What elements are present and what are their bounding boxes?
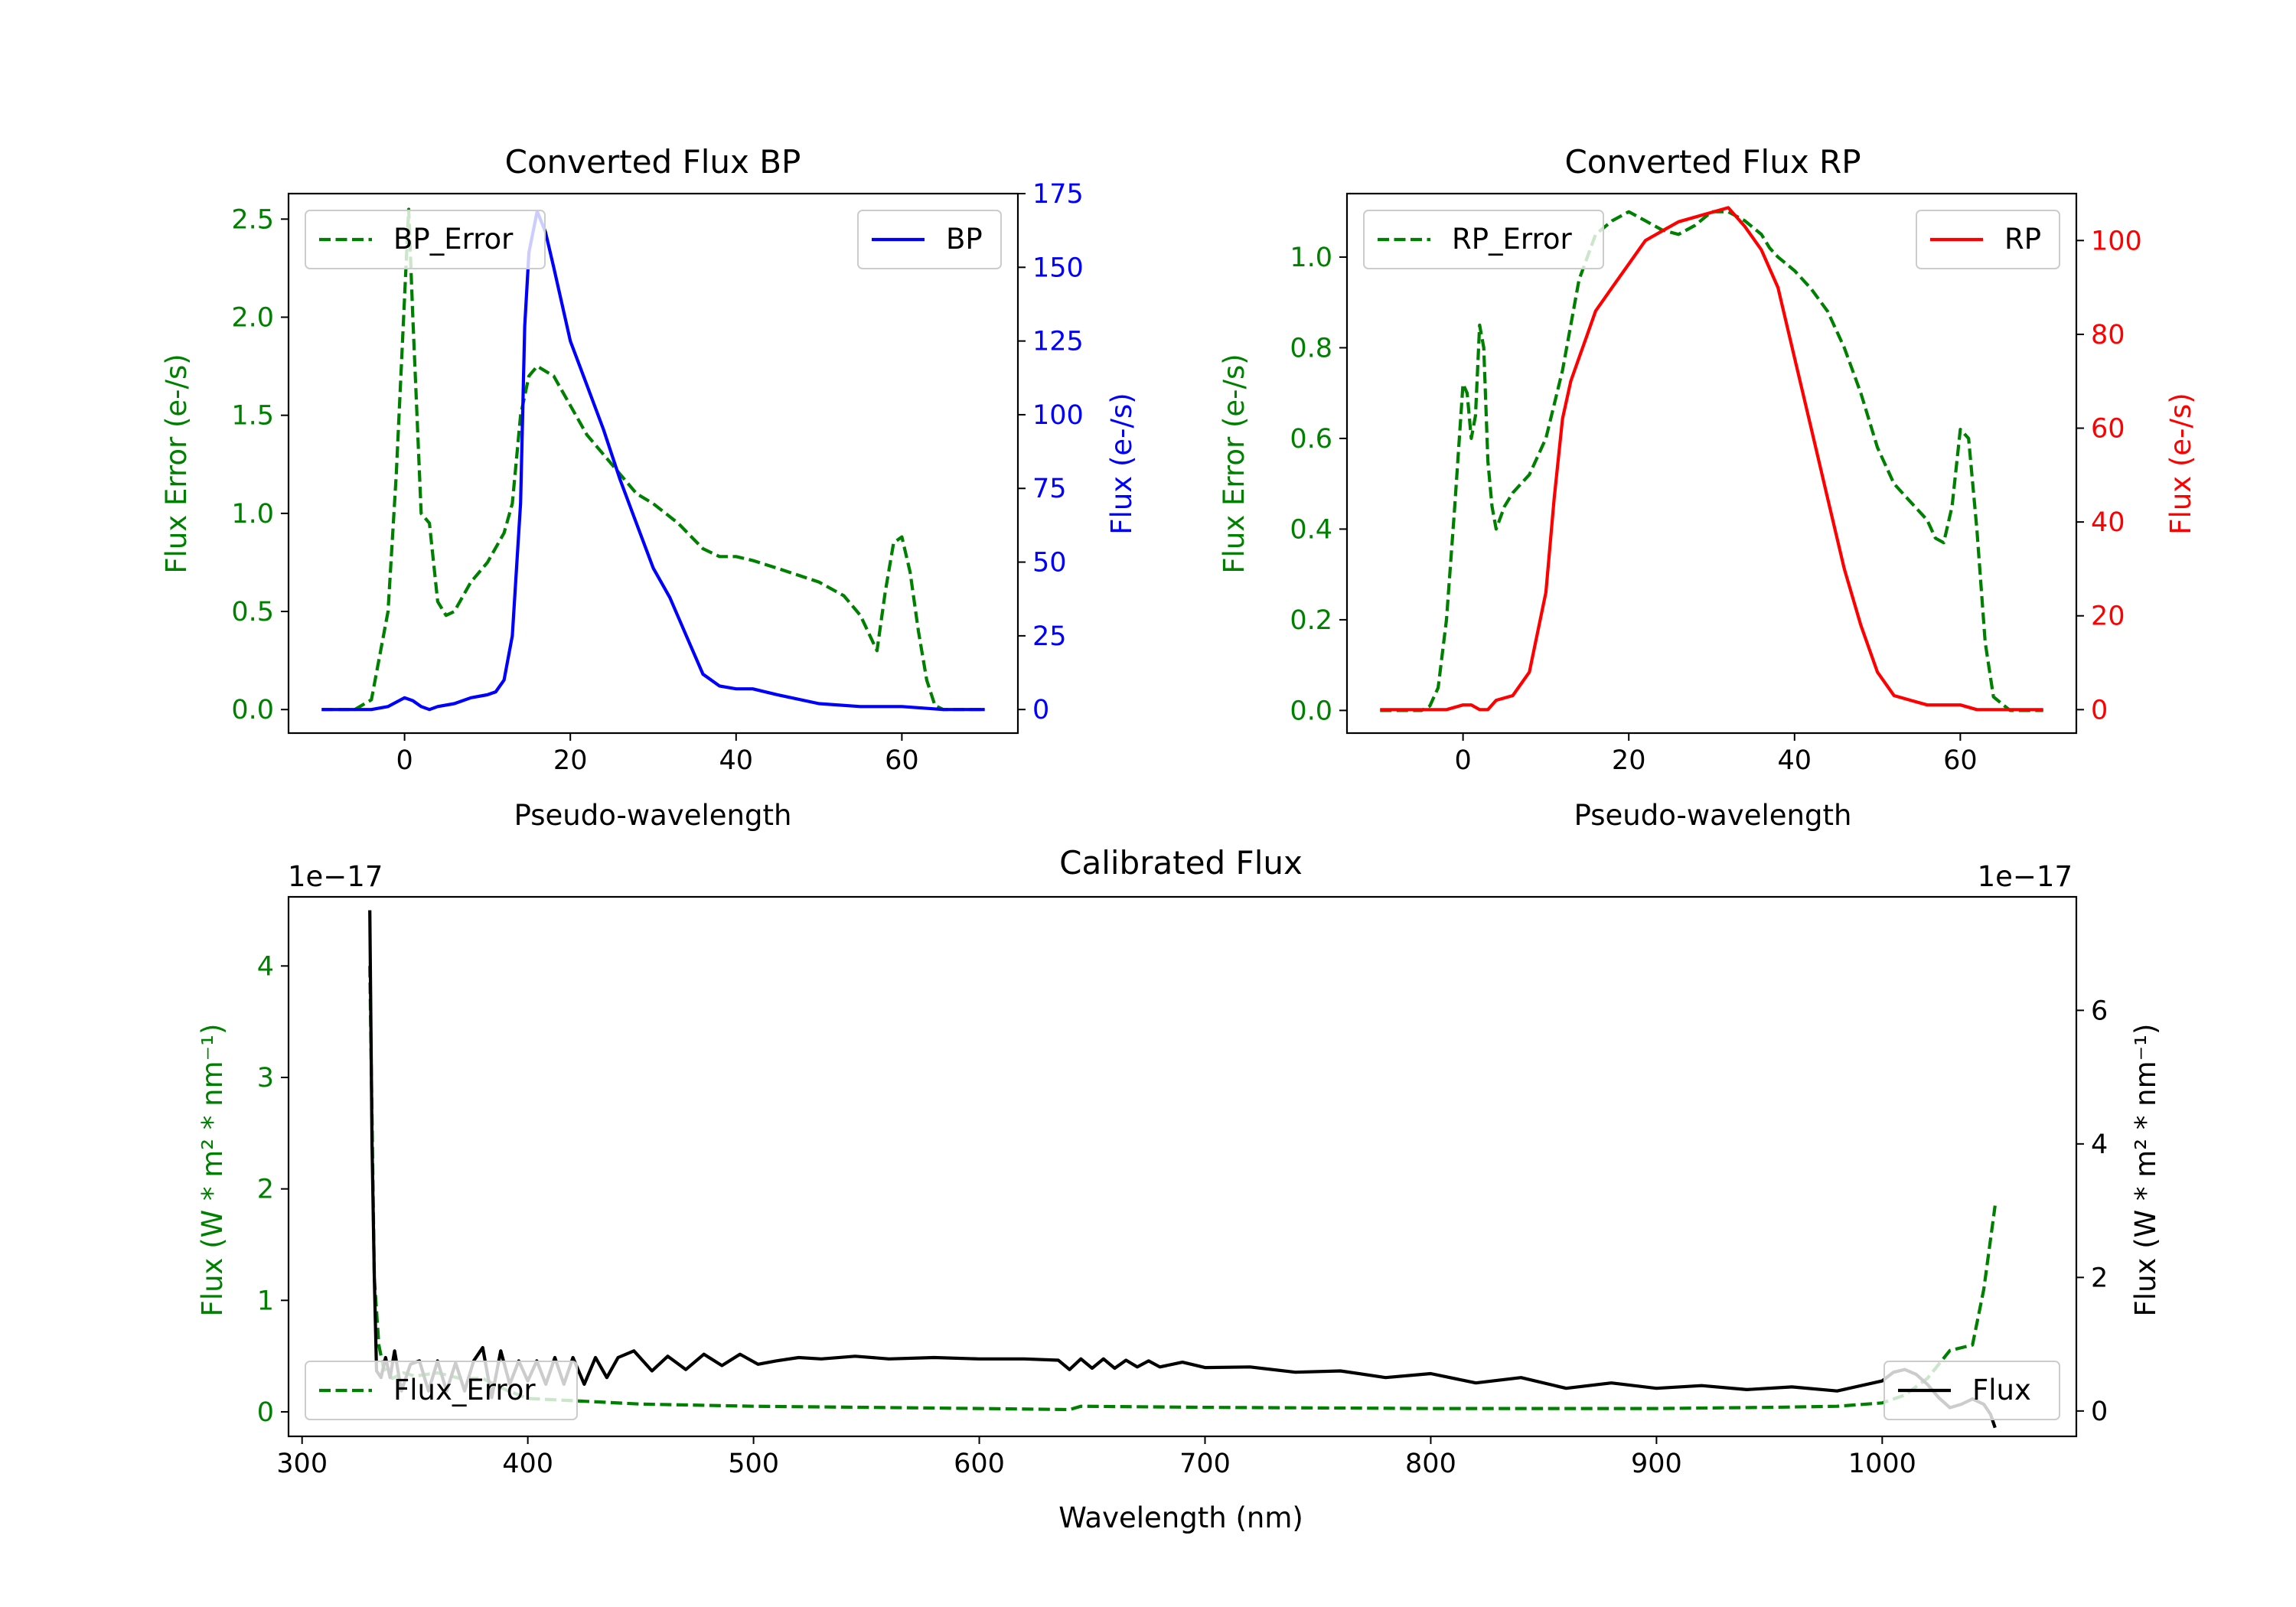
chart-calibrated-ylabel-right: Flux (W * m² * nm⁻¹)	[2129, 1024, 2162, 1317]
legend-label: Flux_Error	[393, 1374, 536, 1407]
x-tick-label: 20	[553, 745, 588, 776]
legend-box	[305, 1361, 578, 1420]
legend-label: RP_Error	[1452, 223, 1572, 256]
chart-calibrated-xlabel: Wavelength (nm)	[1058, 1501, 1303, 1534]
x-tick-label: 60	[1943, 745, 1978, 776]
chart-bp-frame	[287, 192, 1019, 735]
y-tick-label-right: 2	[2091, 1263, 2108, 1293]
y-tick-label-right: 80	[2091, 320, 2125, 350]
x-tick-label: 300	[276, 1449, 328, 1479]
x-tick-label: 500	[728, 1449, 779, 1479]
y-tick-label-right: 60	[2091, 414, 2125, 445]
legend-label: Flux	[1972, 1374, 2031, 1407]
legend-flux: Flux	[1883, 1361, 2060, 1420]
y-tick-label-right: 20	[2091, 601, 2125, 632]
x-tick-label: 600	[954, 1449, 1005, 1479]
y-tick-label-left: 2.0	[231, 303, 274, 334]
x-tick-label: 800	[1405, 1449, 1456, 1479]
y-tick-label-right: 0	[2091, 1397, 2108, 1427]
chart-rp-ylabel-right: Flux (e-/s)	[2164, 393, 2197, 534]
y-tick-label-left: 2.5	[231, 204, 274, 235]
y-tick-label-left: 0.0	[1290, 696, 1332, 726]
chart-bp-ylabel-left: Flux Error (e-/s)	[160, 354, 193, 573]
y-tick-label-right: 125	[1032, 327, 1084, 357]
y-tick-label-right: 4	[2091, 1129, 2108, 1160]
chart-rp-xlabel: Pseudo-wavelength	[1574, 799, 1852, 832]
y-tick-label-right: 50	[1032, 548, 1067, 579]
x-tick-label: 400	[502, 1449, 553, 1479]
legend-box	[1363, 210, 1604, 269]
y-tick-label-left: 1.5	[231, 401, 274, 432]
legend-bp: BP	[857, 210, 1002, 269]
legend-box	[305, 210, 546, 269]
y-tick-label-right: 100	[1032, 400, 1084, 431]
x-tick-label: 0	[1454, 745, 1471, 776]
y-tick-label-left: 0.2	[1290, 605, 1332, 636]
chart-rp-series-group	[1380, 206, 2043, 712]
legend-rp-error: RP_Error	[1363, 210, 1604, 269]
legend-rp: RP	[1916, 210, 2060, 269]
chart-calibrated-ylabel-left: Flux (W * m² * nm⁻¹)	[196, 1024, 229, 1317]
x-tick-label: 40	[1778, 745, 1812, 776]
y-tick-label-right: 0	[2091, 695, 2108, 725]
x-tick-label: 900	[1631, 1449, 1682, 1479]
y-tick-label-right: 150	[1032, 253, 1084, 283]
legend-box	[1883, 1361, 2060, 1420]
y-tick-label-right: 100	[2091, 226, 2142, 256]
x-tick-label: 700	[1179, 1449, 1231, 1479]
y-tick-label-right: 25	[1032, 621, 1067, 652]
y-tick-label-left: 0.8	[1290, 333, 1332, 363]
chart-calibrated-title: Calibrated Flux	[1059, 844, 1303, 882]
series-line-rp	[1380, 206, 2043, 712]
x-tick-label: 0	[396, 745, 413, 776]
legend-label: BP	[946, 223, 983, 256]
chart-rp-title: Converted Flux RP	[1564, 143, 1861, 181]
legend-bp-error: BP_Error	[305, 210, 546, 269]
legend-flux-error: Flux_Error	[305, 1361, 578, 1420]
chart-calibrated-offset-left: 1e−17	[288, 860, 383, 893]
x-tick-label: 1000	[1848, 1449, 1916, 1479]
legend-box	[1916, 210, 2060, 269]
y-tick-label-right: 75	[1032, 474, 1067, 504]
chart-calibrated-frame	[287, 895, 2078, 1438]
chart-bp-ylabel-right: Flux (e-/s)	[1105, 393, 1138, 534]
y-tick-label-left: 4	[257, 951, 274, 982]
legend-box	[857, 210, 1002, 269]
series-line-bp	[321, 210, 985, 712]
chart-bp-series-group	[321, 207, 985, 712]
y-tick-label-right: 175	[1032, 179, 1084, 210]
chart-bp-title: Converted Flux BP	[505, 143, 801, 181]
x-tick-label: 20	[1612, 745, 1646, 776]
y-tick-label-left: 0.5	[231, 597, 274, 627]
y-tick-label-left: 1.0	[1290, 243, 1332, 273]
y-tick-label-left: 3	[257, 1063, 274, 1094]
y-tick-label-left: 0.6	[1290, 424, 1332, 455]
x-tick-label: 60	[885, 745, 919, 776]
y-tick-label-right: 6	[2091, 996, 2108, 1026]
chart-bp-xlabel: Pseudo-wavelength	[514, 799, 792, 832]
chart-calibrated: Calibrated Flux Wavelength (nm) Flux (W …	[196, 844, 2162, 1534]
series-line-bp-error	[321, 207, 985, 712]
y-tick-label-left: 1	[257, 1286, 274, 1316]
legend-label: RP	[2004, 223, 2041, 256]
y-tick-label-right: 0	[1032, 695, 1049, 725]
x-tick-label: 40	[719, 745, 754, 776]
y-tick-label-left: 0.0	[231, 695, 274, 725]
legend-label: BP_Error	[393, 223, 514, 256]
chart-bp: Converted Flux BP Pseudo-wavelength Flux…	[160, 143, 1138, 832]
chart-rp-frame	[1345, 192, 2078, 735]
y-tick-label-left: 1.0	[231, 499, 274, 530]
y-tick-label-left: 0.4	[1290, 514, 1332, 545]
y-tick-label-right: 40	[2091, 507, 2125, 538]
series-line-rp-error	[1380, 210, 2043, 712]
chart-rp: Converted Flux RP Pseudo-wavelength Flux…	[1218, 143, 2197, 832]
chart-calibrated-offset-right: 1e−17	[1978, 860, 2073, 893]
y-tick-label-left: 2	[257, 1175, 274, 1205]
y-tick-label-left: 0	[257, 1397, 274, 1428]
chart-rp-ylabel-left: Flux Error (e-/s)	[1218, 354, 1251, 573]
